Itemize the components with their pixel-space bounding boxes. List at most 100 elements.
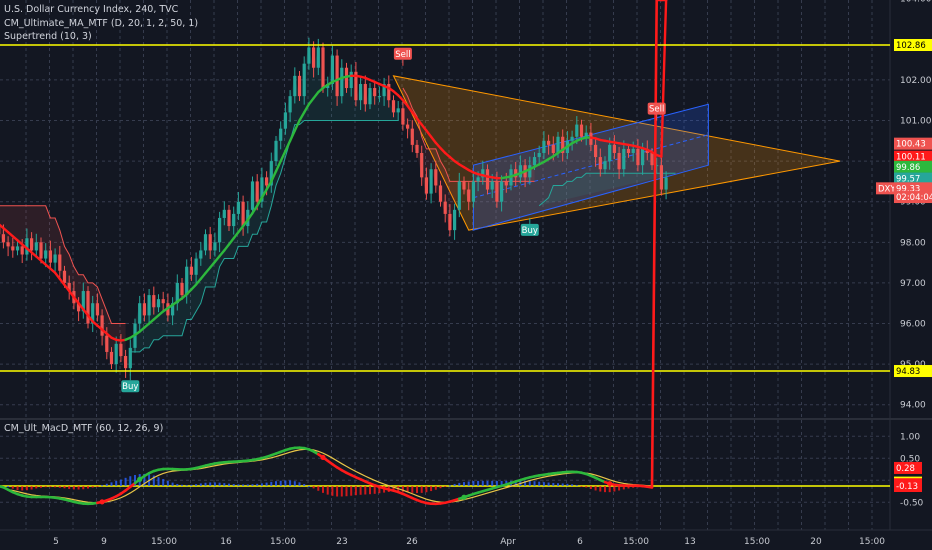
candle[interactable] [368, 83, 372, 110]
candle[interactable] [58, 245, 62, 279]
candle[interactable] [471, 171, 475, 208]
candle[interactable] [377, 86, 381, 103]
candle[interactable] [340, 59, 344, 104]
candle[interactable] [236, 191, 240, 220]
candle[interactable] [185, 259, 189, 304]
candle[interactable] [53, 248, 57, 273]
candle[interactable] [387, 75, 391, 108]
candle[interactable] [152, 286, 156, 315]
candle[interactable] [77, 297, 81, 322]
candle[interactable] [363, 75, 367, 112]
candle[interactable] [189, 256, 193, 281]
candle[interactable] [95, 293, 99, 322]
candle[interactable] [664, 171, 668, 200]
candle[interactable] [424, 167, 428, 200]
candle[interactable] [359, 77, 363, 110]
candle[interactable] [241, 195, 245, 236]
candle[interactable] [171, 297, 175, 326]
candle[interactable] [598, 148, 602, 177]
candle[interactable] [584, 125, 588, 146]
candle[interactable] [114, 336, 118, 373]
candle[interactable] [655, 157, 659, 174]
candle[interactable] [91, 295, 95, 333]
candle[interactable] [232, 206, 236, 235]
candle[interactable] [481, 160, 485, 185]
candle[interactable] [227, 204, 231, 231]
candle[interactable] [34, 233, 38, 258]
candle[interactable] [453, 203, 457, 240]
candle[interactable] [213, 232, 217, 257]
candle[interactable] [222, 201, 226, 226]
candle[interactable] [603, 156, 607, 175]
candle[interactable] [269, 152, 273, 193]
candle[interactable] [434, 160, 438, 193]
candle[interactable] [608, 137, 612, 170]
candle[interactable] [124, 349, 128, 378]
candle[interactable] [410, 120, 414, 153]
candle[interactable] [349, 64, 353, 97]
candle[interactable] [406, 118, 410, 139]
candle[interactable] [81, 282, 85, 319]
candle[interactable] [100, 309, 104, 346]
candle[interactable] [156, 294, 161, 313]
candle[interactable] [575, 116, 579, 145]
candle[interactable] [636, 139, 640, 172]
candle[interactable] [528, 156, 532, 185]
candle[interactable] [147, 289, 151, 326]
candle[interactable] [594, 138, 598, 167]
candle[interactable] [293, 67, 297, 104]
candle[interactable] [420, 145, 424, 186]
candle[interactable] [321, 42, 325, 93]
candle[interactable] [626, 144, 631, 158]
candle[interactable] [86, 286, 90, 329]
candle[interactable] [443, 194, 447, 223]
candle[interactable] [260, 167, 264, 208]
candle[interactable] [48, 240, 52, 269]
candle[interactable] [622, 140, 626, 177]
candle[interactable] [203, 229, 208, 256]
candle[interactable] [612, 135, 616, 160]
candle[interactable] [542, 131, 546, 160]
candle[interactable] [312, 41, 316, 78]
candle[interactable] [119, 334, 123, 363]
candle[interactable] [335, 49, 339, 106]
candle[interactable] [288, 90, 292, 123]
candle[interactable] [15, 241, 20, 256]
candle[interactable] [467, 182, 471, 211]
candle[interactable] [373, 80, 377, 105]
candle[interactable] [302, 56, 306, 105]
candle[interactable] [354, 62, 358, 107]
candle[interactable] [25, 228, 29, 261]
candle[interactable] [161, 291, 165, 312]
candle[interactable] [391, 95, 396, 118]
candle[interactable] [283, 102, 287, 135]
candle[interactable] [438, 180, 443, 207]
candle[interactable] [218, 211, 222, 253]
candle[interactable] [500, 175, 504, 212]
candle[interactable] [617, 146, 621, 179]
buy-signal-tag[interactable]: Buy [121, 380, 140, 393]
candle[interactable] [128, 339, 132, 376]
candle[interactable] [180, 278, 184, 300]
candle[interactable] [457, 172, 461, 218]
candle[interactable] [274, 135, 278, 166]
buy-signal-tag[interactable]: Buy [520, 223, 539, 236]
candle[interactable] [194, 252, 198, 285]
candle[interactable] [396, 101, 400, 121]
candle[interactable] [561, 129, 565, 162]
candle[interactable] [6, 236, 10, 257]
candle[interactable] [307, 37, 311, 70]
candle[interactable] [415, 140, 419, 158]
candle[interactable] [199, 241, 203, 266]
candle[interactable] [547, 134, 551, 155]
candle[interactable] [429, 163, 433, 204]
candle[interactable] [570, 130, 574, 151]
candle[interactable] [142, 293, 146, 322]
sell-signal-tag[interactable]: Sell [393, 47, 412, 60]
candle[interactable] [250, 176, 255, 215]
candle[interactable] [208, 226, 212, 259]
candle[interactable] [175, 274, 179, 311]
sell-signal-tag[interactable]: Sell [647, 102, 666, 115]
candle[interactable] [11, 237, 15, 258]
